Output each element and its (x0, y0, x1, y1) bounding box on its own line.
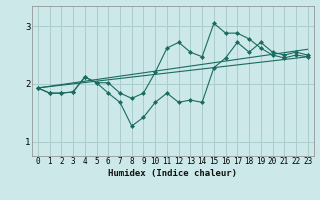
X-axis label: Humidex (Indice chaleur): Humidex (Indice chaleur) (108, 169, 237, 178)
